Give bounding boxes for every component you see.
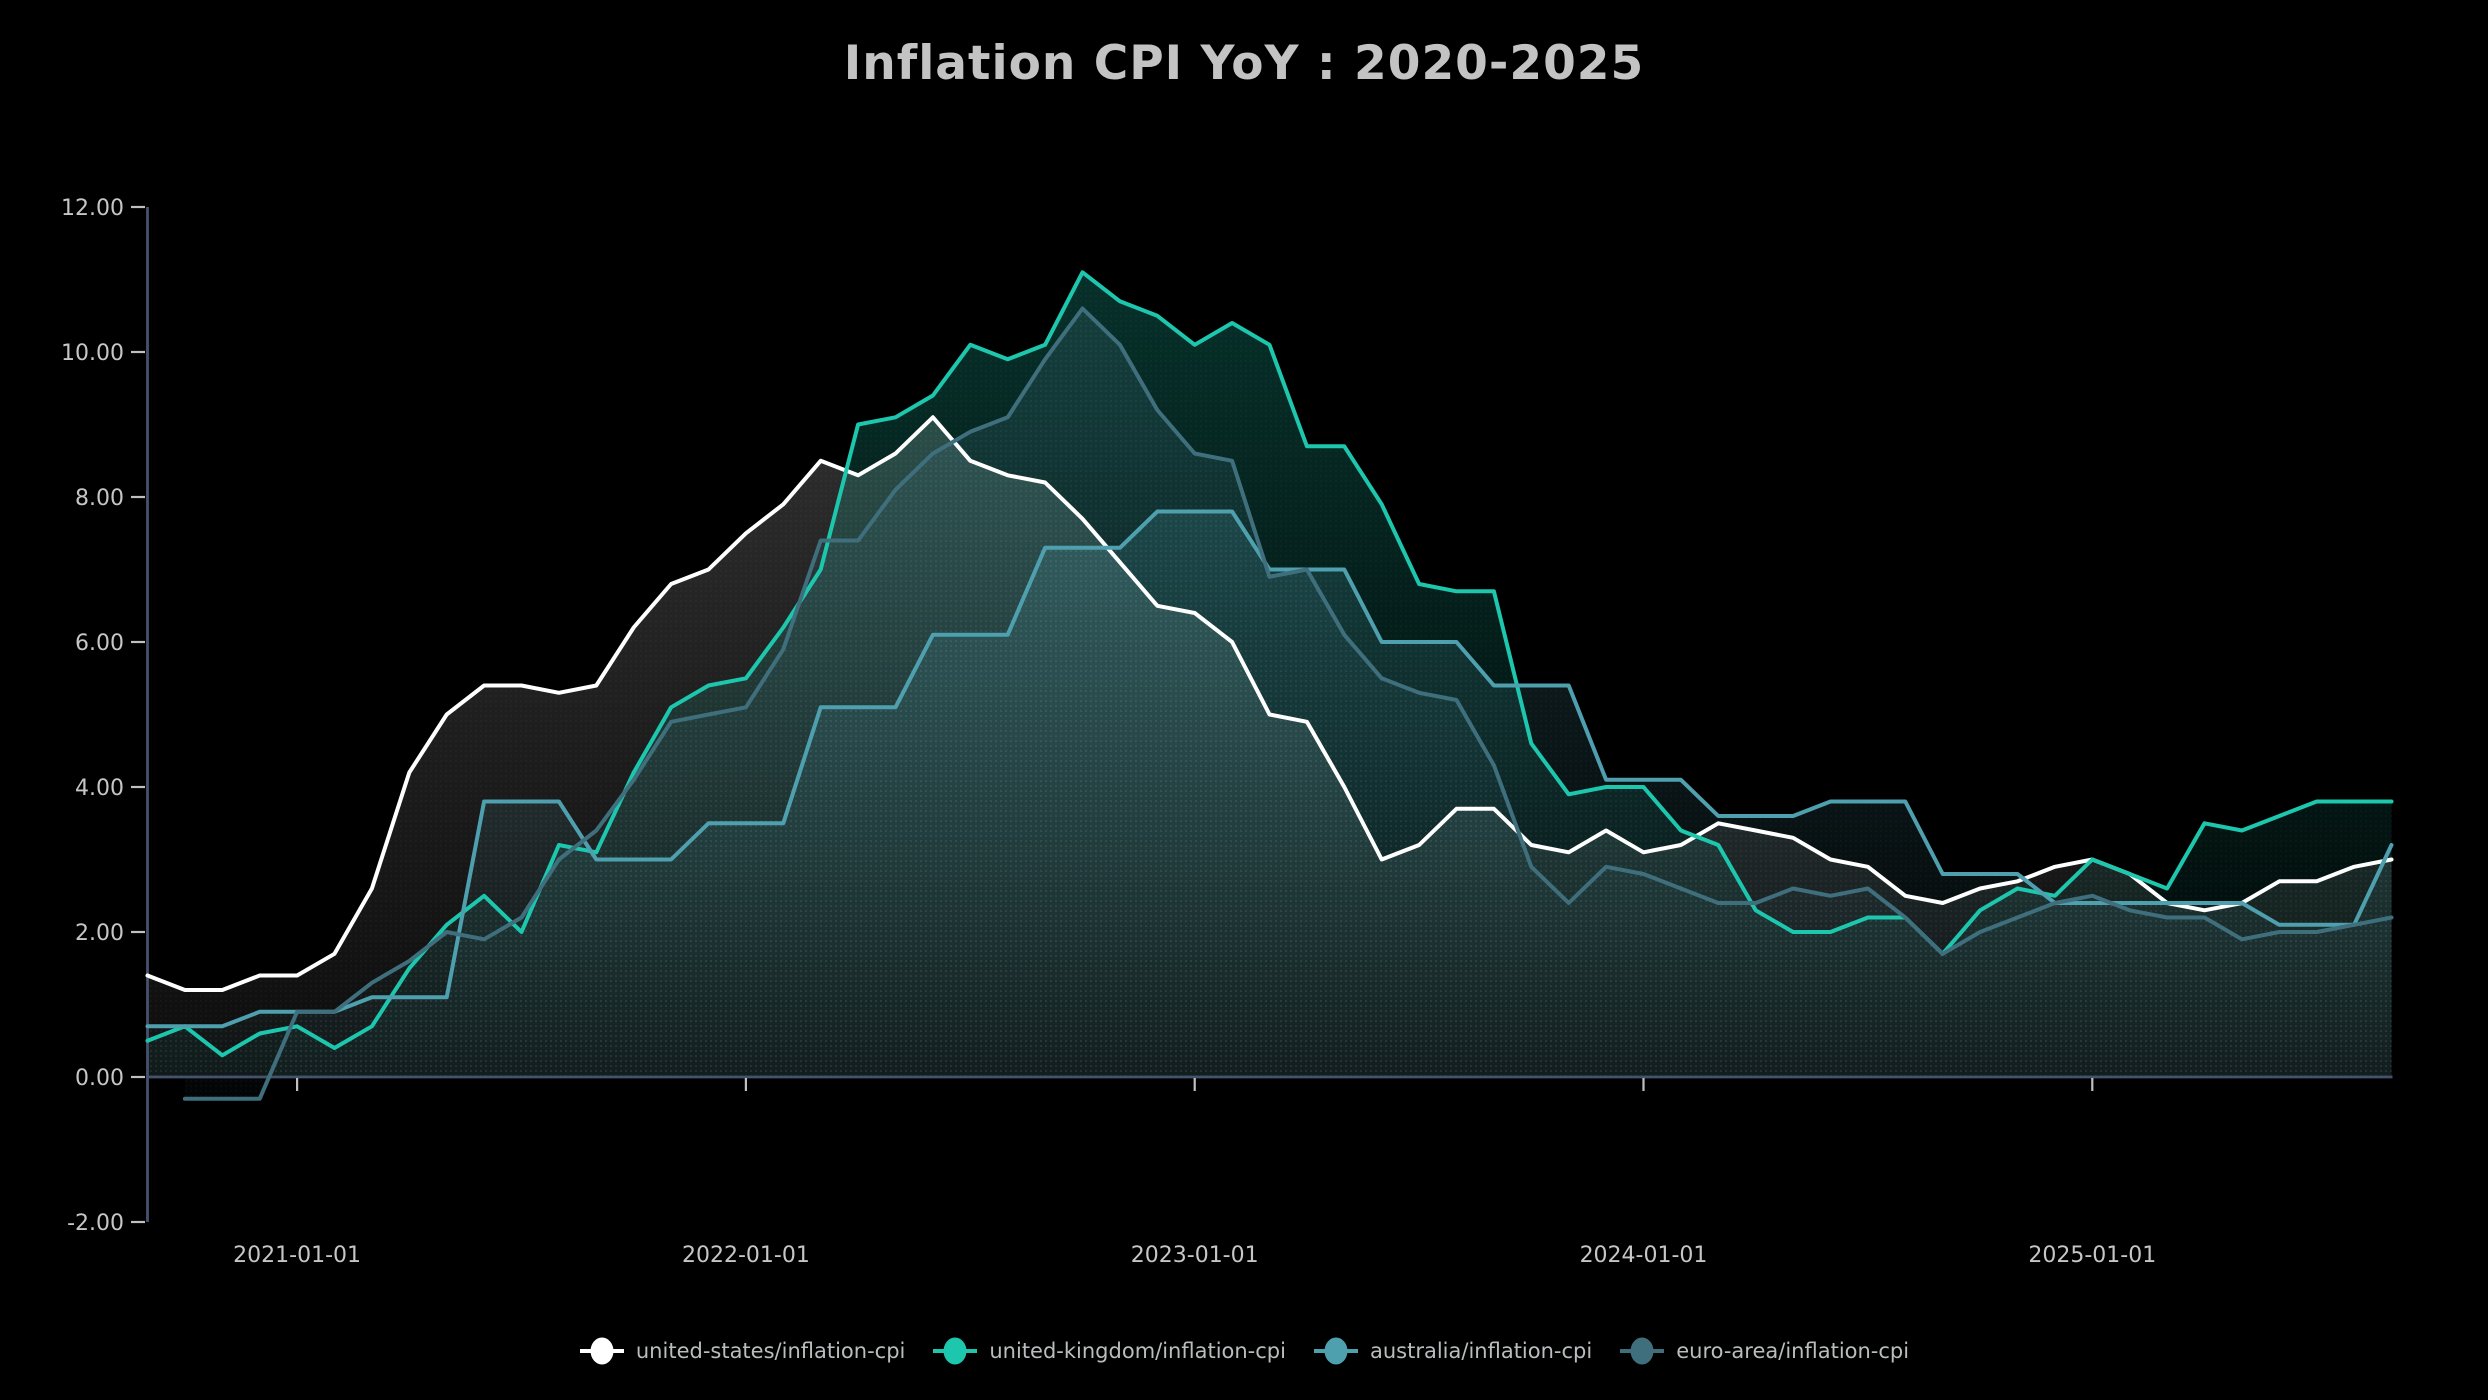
y-tick-label: 10.00 <box>61 341 124 366</box>
legend-item-australia[interactable]: australia/inflation-cpi <box>1313 1336 1592 1366</box>
series-area-texture-euro-area <box>184 308 2392 1099</box>
y-tick-label: -2.00 <box>67 1211 124 1236</box>
legend-item-euro-area[interactable]: euro-area/inflation-cpi <box>1619 1336 1909 1366</box>
legend-item-united-kingdom[interactable]: united-kingdom/inflation-cpi <box>932 1336 1286 1366</box>
legend-line-marker-icon <box>933 1337 978 1365</box>
series-line-euro-area[interactable] <box>182 306 2394 1101</box>
y-tick-label: 8.00 <box>75 486 124 511</box>
legend-item-label: australia/inflation-cpi <box>1369 1339 1593 1363</box>
x-tick-label: 2021-01-01 <box>233 1243 361 1268</box>
series-line-united-kingdom[interactable] <box>145 270 2394 1058</box>
x-tick-label: 2024-01-01 <box>1580 1243 1708 1268</box>
y-tick-label: 6.00 <box>75 631 124 656</box>
y-tick-label: 0.00 <box>75 1066 124 1091</box>
legend-line-marker-icon <box>579 1337 624 1365</box>
legend: united-states/inflation-cpi united-kingd… <box>0 1336 2488 1366</box>
chart-title: Inflation CPI YoY : 2020-2025 <box>843 36 1645 91</box>
legend-item-united-states[interactable]: united-states/inflation-cpi <box>579 1336 905 1366</box>
y-tick-label: 2.00 <box>75 921 124 946</box>
legend-item-label: euro-area/inflation-cpi <box>1676 1339 1910 1363</box>
legend-line-marker-icon <box>1313 1337 1358 1365</box>
x-tick-label: 2025-01-01 <box>2028 1243 2156 1268</box>
legend-item-label: united-states/inflation-cpi <box>635 1339 906 1363</box>
series-line-united-states[interactable] <box>145 415 2394 992</box>
legend-item-label: united-kingdom/inflation-cpi <box>989 1339 1286 1363</box>
x-tick-label: 2023-01-01 <box>1131 1243 1259 1268</box>
series-line-australia[interactable] <box>145 509 2394 1029</box>
legend-line-marker-icon <box>1620 1337 1665 1365</box>
y-tick-label: 4.00 <box>75 776 124 801</box>
y-tick-label: 12.00 <box>61 196 124 221</box>
x-tick-label: 2022-01-01 <box>682 1243 810 1268</box>
